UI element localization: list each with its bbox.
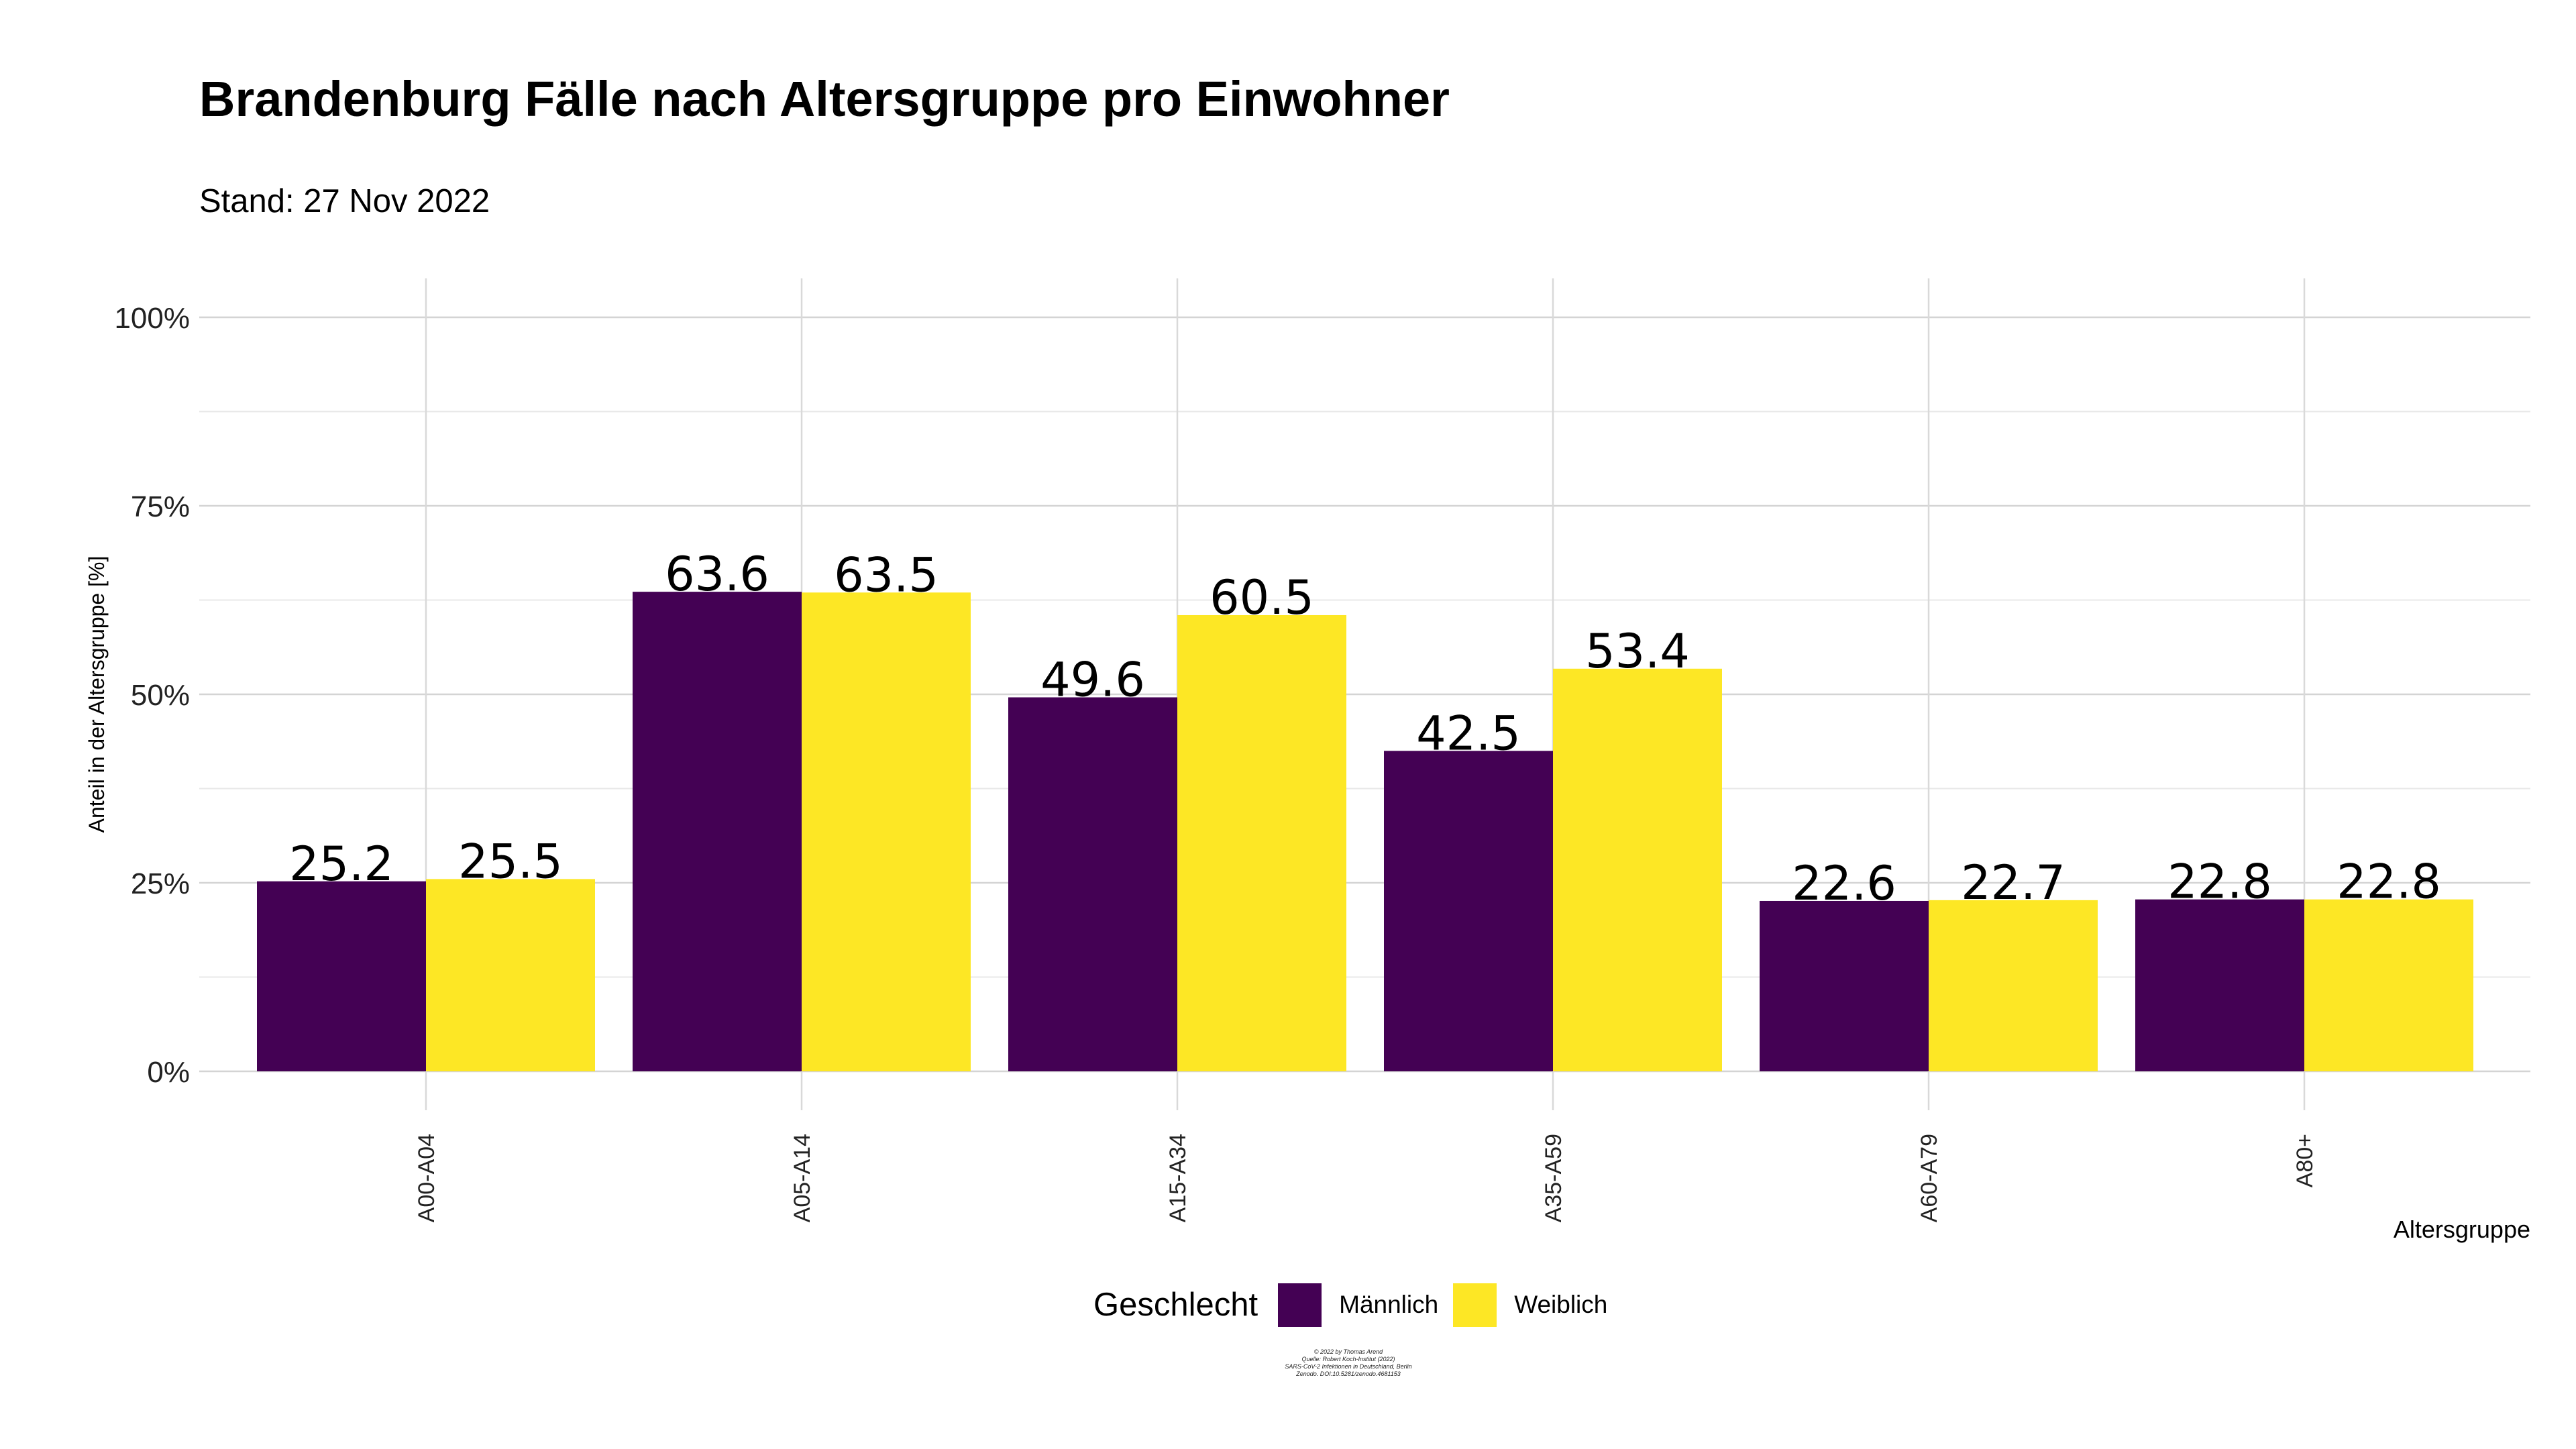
data-label: 22.6 <box>1792 856 1896 911</box>
data-label: 22.8 <box>2167 855 2272 910</box>
bar-weiblich-A00-A04 <box>426 879 595 1071</box>
bar-mnnlich-A00-A04 <box>257 881 426 1071</box>
bar-mnnlich-A60-A79 <box>1760 900 1929 1071</box>
data-label: 53.4 <box>1585 624 1690 679</box>
caption-line: Quelle: Robert Koch-Institut (2022) <box>1301 1356 1395 1362</box>
x-tick-label: A60-A79 <box>1917 1134 1942 1222</box>
y-tick-label: 100% <box>114 302 190 335</box>
x-tick-label: A00-A04 <box>414 1134 439 1222</box>
x-tick-label: A80+ <box>2292 1134 2318 1187</box>
legend-item-maennlich: Männlich <box>1278 1283 1438 1327</box>
chart-title: Brandenburg Fälle nach Altersgruppe pro … <box>199 71 1450 127</box>
data-label: 25.2 <box>289 837 394 892</box>
bar-weiblich-A80+ <box>2304 899 2473 1071</box>
caption-line: Zenodo. DOI:10.5281/zenodo.4681153 <box>1296 1371 1401 1377</box>
x-tick-label: A35-A59 <box>1541 1134 1566 1222</box>
bar-mnnlich-A35-A59 <box>1384 751 1553 1071</box>
data-labels: 25.2 63.6 49.6 42.5 22.6 22.8 25.5 63.5 60.5 53.4… <box>289 547 2441 911</box>
bars <box>257 592 2473 1071</box>
data-label: 22.8 <box>2337 855 2441 910</box>
caption: © 2022 by Thomas Arend Quelle: Robert Ko… <box>1261 1348 1436 1378</box>
y-tick-label: 0% <box>147 1056 190 1089</box>
bar-weiblich-A05-A14 <box>802 592 971 1071</box>
y-axis-title: Anteil in der Altersgruppe [%] <box>85 556 109 833</box>
bar-weiblich-A60-A79 <box>1929 900 2098 1071</box>
data-label: 22.7 <box>1961 855 2065 910</box>
bar-mnnlich-A80+ <box>2135 899 2304 1071</box>
bar-mnnlich-A05-A14 <box>633 592 802 1071</box>
data-label: 25.5 <box>458 834 563 889</box>
y-tick-label: 25% <box>131 867 190 900</box>
axes: 0% 25% 50% 75% 100% A00-A04 A05-A14 A15-A34 A35-… <box>85 302 2530 1243</box>
legend-swatch-weiblich <box>1453 1283 1497 1327</box>
x-tick-label: A05-A14 <box>790 1134 815 1222</box>
y-tick-label: 50% <box>131 679 190 712</box>
caption-line: SARS-CoV-2 Infektionen in Deutschland, B… <box>1285 1363 1412 1370</box>
caption-line: © 2022 by Thomas Arend <box>1313 1348 1383 1355</box>
legend: Geschlecht Männlich Weiblich <box>1093 1281 1622 1328</box>
data-label: 49.6 <box>1040 652 1145 707</box>
y-tick-label: 75% <box>131 490 190 523</box>
data-label: 60.5 <box>1210 570 1314 625</box>
bar-weiblich-A15-A34 <box>1177 614 1346 1071</box>
data-label: 63.5 <box>834 547 938 602</box>
data-label: 42.5 <box>1416 706 1521 761</box>
data-label: 63.6 <box>665 547 769 602</box>
legend-label-weiblich: Weiblich <box>1514 1291 1608 1318</box>
chart-subtitle: Stand: 27 Nov 2022 <box>199 183 490 219</box>
legend-swatch-maennlich <box>1278 1283 1322 1327</box>
x-tick-label: A15-A34 <box>1165 1134 1191 1222</box>
legend-item-weiblich: Weiblich <box>1453 1283 1607 1327</box>
legend-title: Geschlecht <box>1093 1287 1258 1323</box>
x-axis-title: Altersgruppe <box>2394 1216 2530 1243</box>
bar-mnnlich-A15-A34 <box>1008 697 1177 1071</box>
bar-weiblich-A35-A59 <box>1553 668 1722 1071</box>
legend-label-maennlich: Männlich <box>1339 1291 1439 1318</box>
